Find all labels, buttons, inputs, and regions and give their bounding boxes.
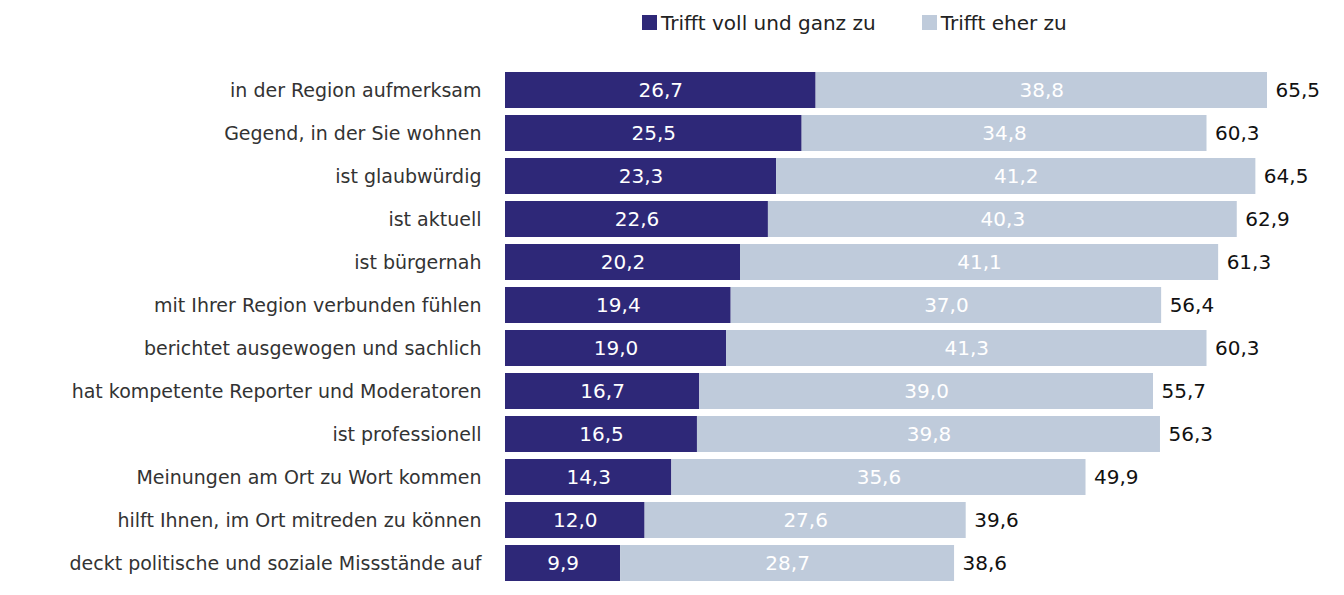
svg-text:Gegend, in der Sie wohnen: Gegend, in der Sie wohnen [224, 122, 481, 144]
svg-text:61,3: 61,3 [1227, 250, 1272, 274]
svg-text:55,7: 55,7 [1161, 379, 1206, 403]
svg-text:28,7: 28,7 [765, 551, 810, 575]
svg-text:39,6: 39,6 [974, 508, 1019, 532]
svg-text:34,8: 34,8 [982, 121, 1027, 145]
svg-text:39,8: 39,8 [907, 422, 952, 446]
svg-text:35,6: 35,6 [857, 465, 902, 489]
svg-text:56,3: 56,3 [1168, 422, 1213, 446]
svg-text:41,3: 41,3 [945, 336, 990, 360]
svg-text:9,9: 9,9 [547, 551, 579, 575]
svg-text:16,7: 16,7 [580, 379, 625, 403]
svg-text:41,2: 41,2 [994, 164, 1039, 188]
svg-text:62,9: 62,9 [1245, 207, 1290, 231]
html-text:Trifft voll und ganz zu: Trifft voll und ganz zu [661, 10, 876, 35]
svg-text:hat kompetente Reporter und Mo: hat kompetente Reporter und Moderatoren [72, 380, 482, 402]
svg-text:27,6: 27,6 [783, 508, 828, 532]
svg-text:Meinungen am Ort zu Wort komme: Meinungen am Ort zu Wort kommen [136, 466, 481, 488]
svg-text:mit Ihrer Region verbunden füh: mit Ihrer Region verbunden fühlen [154, 294, 481, 316]
svg-text:60,3: 60,3 [1215, 121, 1260, 145]
svg-text:60,3: 60,3 [1215, 336, 1260, 360]
svg-text:14,3: 14,3 [566, 465, 611, 489]
svg-text:22,6: 22,6 [615, 207, 660, 231]
svg-text:38,6: 38,6 [963, 551, 1008, 575]
svg-text:65,5: 65,5 [1276, 78, 1321, 102]
svg-text:23,3: 23,3 [619, 164, 664, 188]
svg-text:49,9: 49,9 [1094, 465, 1139, 489]
svg-text:in der Region aufmerksam: in der Region aufmerksam [230, 79, 481, 101]
svg-text:20,2: 20,2 [601, 250, 646, 274]
svg-text:12,0: 12,0 [553, 508, 598, 532]
svg-text:26,7: 26,7 [639, 78, 684, 102]
svg-text:berichtet ausgewogen und sachl: berichtet ausgewogen und sachlich [144, 337, 482, 359]
svg-text:37,0: 37,0 [924, 293, 969, 317]
svg-text:19,0: 19,0 [594, 336, 639, 360]
svg-text:38,8: 38,8 [1020, 78, 1065, 102]
svg-text:hilft Ihnen, im Ort mitreden z: hilft Ihnen, im Ort mitreden zu können [118, 509, 482, 531]
svg-text:ist professionell: ist professionell [332, 423, 481, 445]
svg-text:ist glaubwürdig: ist glaubwürdig [335, 165, 481, 187]
svg-text:ist bürgernah: ist bürgernah [354, 251, 481, 273]
svg-text:64,5: 64,5 [1264, 164, 1309, 188]
svg-text:41,1: 41,1 [957, 250, 1002, 274]
svg-text:deckt politische und soziale M: deckt politische und soziale Missstände … [69, 552, 482, 574]
svg-text:39,0: 39,0 [904, 379, 949, 403]
svg-text:40,3: 40,3 [981, 207, 1026, 231]
svg-text:ist aktuell: ist aktuell [388, 208, 481, 230]
html-text:Trifft eher zu: Trifft eher zu [940, 10, 1067, 35]
svg-text:56,4: 56,4 [1170, 293, 1215, 317]
svg-text:16,5: 16,5 [579, 422, 624, 446]
svg-text:19,4: 19,4 [596, 293, 641, 317]
svg-text:25,5: 25,5 [632, 121, 677, 145]
